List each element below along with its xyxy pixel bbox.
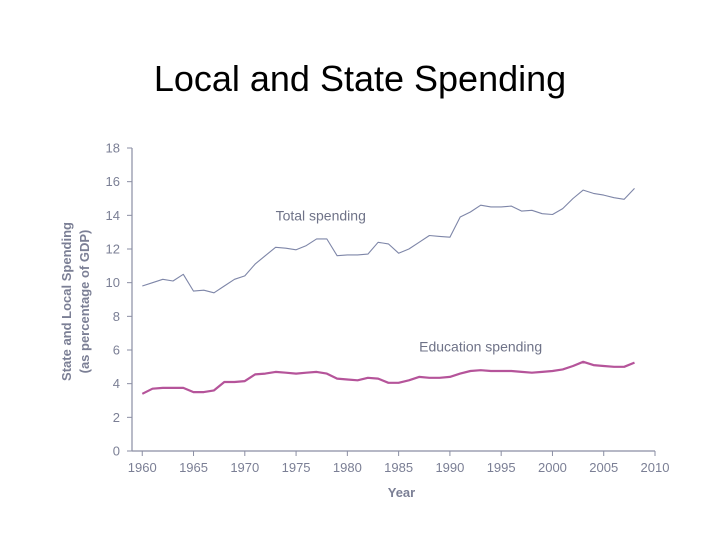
- x-tick-label: 1995: [487, 460, 516, 475]
- y-tick-label: 4: [113, 376, 120, 391]
- x-tick-label: 1980: [333, 460, 362, 475]
- x-tick-label: 1965: [179, 460, 208, 475]
- y-axis-title-line-2: (as percentage of GDP): [77, 230, 92, 374]
- x-tick-label: 2000: [538, 460, 567, 475]
- chart-series: Total spending Education spending: [141, 188, 635, 395]
- x-tick-label: 2005: [589, 460, 618, 475]
- y-axis-title: State and Local Spending (as percentage …: [59, 222, 92, 381]
- y-tick-label: 10: [106, 275, 120, 290]
- y-tick-label: 8: [113, 309, 120, 324]
- y-tick-label: 14: [106, 208, 120, 223]
- y-tick-label: 6: [113, 343, 120, 358]
- x-tick-label: 2010: [641, 460, 670, 475]
- x-tick-label: 1970: [230, 460, 259, 475]
- x-axis-title: Year: [388, 485, 415, 500]
- x-tick-label: 1985: [384, 460, 413, 475]
- y-axis-ticks: 0 2 4 6 8 10 12 14 16 18: [106, 141, 132, 459]
- y-tick-label: 2: [113, 410, 120, 425]
- education-spending-line: [141, 360, 635, 395]
- y-tick-label: 16: [106, 174, 120, 189]
- x-tick-label: 1990: [435, 460, 464, 475]
- chart-axes: [131, 148, 655, 452]
- x-axis-ticks: 1960 1965 1970 1975 1980 1985 1990 1995 2000 2005…: [128, 451, 670, 475]
- slide-title: Local and State Spending: [153, 58, 567, 99]
- education-spending-label: Education spending: [419, 339, 542, 355]
- y-tick-label: 18: [106, 141, 120, 156]
- y-axis-title-line-1: State and Local Spending: [59, 222, 74, 381]
- x-tick-label: 1975: [282, 460, 311, 475]
- total-spending-line: [142, 188, 635, 294]
- x-tick-label: 1960: [128, 460, 157, 475]
- y-tick-label: 0: [113, 444, 120, 459]
- total-spending-label: Total spending: [276, 207, 366, 223]
- y-tick-label: 12: [106, 242, 120, 257]
